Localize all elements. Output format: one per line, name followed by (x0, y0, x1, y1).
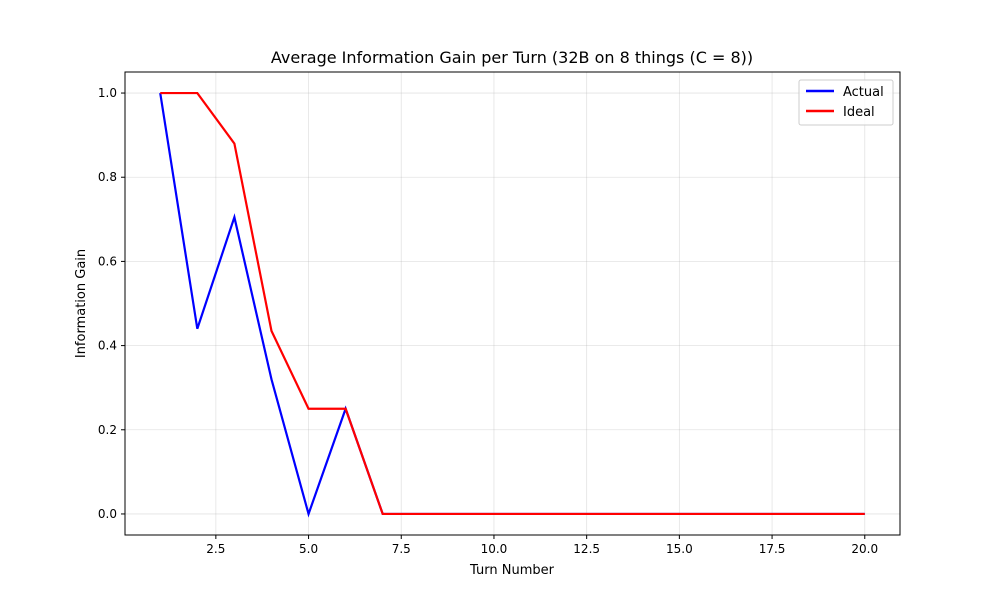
series-line-ideal (160, 91, 865, 516)
y-tick-label: 0.6 (98, 254, 117, 268)
legend-label-ideal: Ideal (843, 105, 875, 120)
y-tick-label: 0.0 (98, 507, 117, 521)
y-axis-label: Information Gain (74, 249, 89, 358)
series-lines (159, 91, 865, 518)
x-tick-label: 10.0 (481, 542, 508, 556)
grid-lines (125, 72, 900, 535)
x-axis-label: Turn Number (469, 563, 555, 578)
x-tick-label: 15.0 (666, 542, 693, 556)
legend: Actual Ideal (798, 79, 894, 126)
legend-label-actual: Actual (843, 85, 884, 100)
x-tick-label: 7.5 (392, 542, 411, 556)
y-axis-ticks: 0.0 0.2 0.4 0.6 0.8 1.0 (98, 86, 125, 521)
y-tick-label: 0.8 (98, 170, 117, 184)
chart-title: Average Information Gain per Turn (32B o… (271, 48, 753, 67)
y-tick-label: 0.4 (98, 339, 117, 353)
x-tick-label: 12.5 (573, 542, 600, 556)
x-tick-label: 5.0 (299, 542, 318, 556)
x-tick-label: 20.0 (851, 542, 878, 556)
plot-frame (124, 71, 901, 536)
x-tick-label: 17.5 (759, 542, 786, 556)
y-tick-label: 0.2 (98, 423, 117, 437)
y-tick-label: 1.0 (98, 86, 117, 100)
x-axis-ticks: 2.5 5.0 7.5 10.0 12.5 15.0 17.5 20.0 (206, 535, 878, 556)
x-tick-label: 2.5 (206, 542, 225, 556)
